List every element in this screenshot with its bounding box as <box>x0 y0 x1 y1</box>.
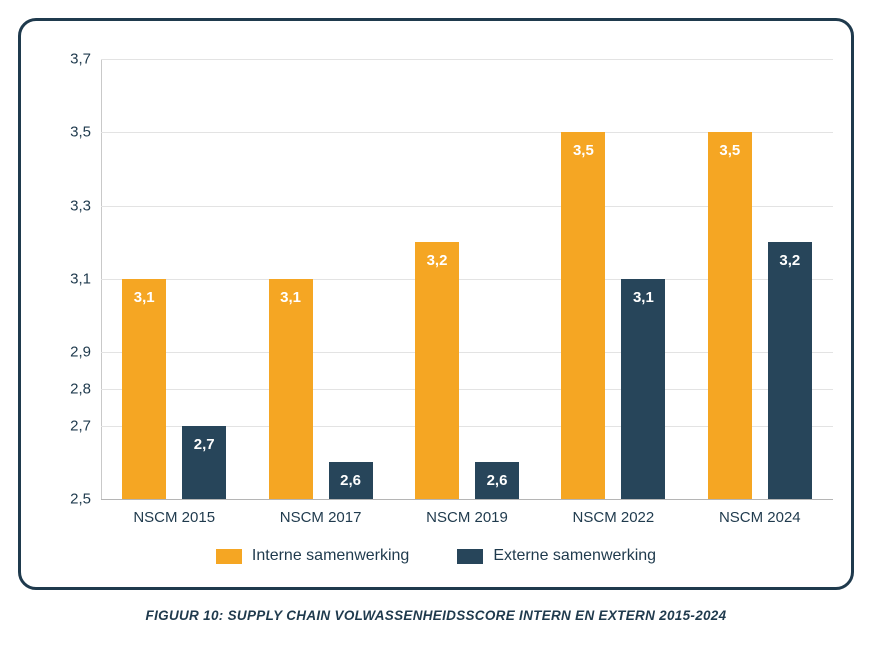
y-tick-label: 2,7 <box>55 417 91 434</box>
bar-externe: 2,6 <box>329 462 373 499</box>
chart-frame: 2,5 2,7 2,8 2,9 3,1 3,3 3,5 3,7 3,1 2,7 NSCM 2015 3… <box>18 18 854 590</box>
y-tick-label: 3,1 <box>55 271 91 288</box>
bar-externe: 3,1 <box>621 279 665 499</box>
legend-item-interne: Interne samenwerking <box>216 547 409 565</box>
x-tick-label: NSCM 2015 <box>133 509 215 526</box>
y-tick-label: 3,5 <box>55 124 91 141</box>
bar-value-label: 2,6 <box>329 472 373 489</box>
bar-value-label: 3,2 <box>415 252 459 269</box>
x-tick-label: NSCM 2019 <box>426 509 508 526</box>
bar-value-label: 3,1 <box>621 289 665 306</box>
bar-interne: 3,5 <box>708 132 752 499</box>
legend-swatch-interne <box>216 549 242 564</box>
x-tick-label: NSCM 2024 <box>719 509 801 526</box>
x-axis-line <box>101 499 833 500</box>
bar-value-label: 2,7 <box>182 436 226 453</box>
y-tick-label: 2,8 <box>55 381 91 398</box>
bar-value-label: 3,2 <box>768 252 812 269</box>
y-tick-label: 3,3 <box>55 197 91 214</box>
bar-value-label: 2,6 <box>475 472 519 489</box>
bar-value-label: 3,5 <box>708 142 752 159</box>
y-tick-label: 2,5 <box>55 491 91 508</box>
legend-label-externe: Externe samenwerking <box>493 547 656 565</box>
plot-area: 2,52,72,82,93,13,33,53,73,12,7NSCM 20153… <box>101 59 833 499</box>
bar-value-label: 3,1 <box>269 289 313 306</box>
bar-externe: 2,7 <box>182 426 226 499</box>
bar-interne: 3,1 <box>122 279 166 499</box>
bar-interne: 3,5 <box>561 132 605 499</box>
x-tick-label: NSCM 2017 <box>280 509 362 526</box>
bar-value-label: 3,1 <box>122 289 166 306</box>
legend-swatch-externe <box>457 549 483 564</box>
bar-value-label: 3,5 <box>561 142 605 159</box>
y-tick-label: 3,7 <box>55 51 91 68</box>
figure-caption: FIGUUR 10: SUPPLY CHAIN VOLWASSENHEIDSSC… <box>0 608 872 623</box>
bar-externe: 2,6 <box>475 462 519 499</box>
gridline <box>101 59 833 60</box>
y-tick-label: 2,9 <box>55 344 91 361</box>
x-tick-label: NSCM 2022 <box>573 509 655 526</box>
bar-externe: 3,2 <box>768 242 812 499</box>
bar-interne: 3,1 <box>269 279 313 499</box>
legend-item-externe: Externe samenwerking <box>457 547 656 565</box>
legend-label-interne: Interne samenwerking <box>252 547 409 565</box>
bar-interne: 3,2 <box>415 242 459 499</box>
legend: Interne samenwerking Externe samenwerkin… <box>21 547 851 565</box>
